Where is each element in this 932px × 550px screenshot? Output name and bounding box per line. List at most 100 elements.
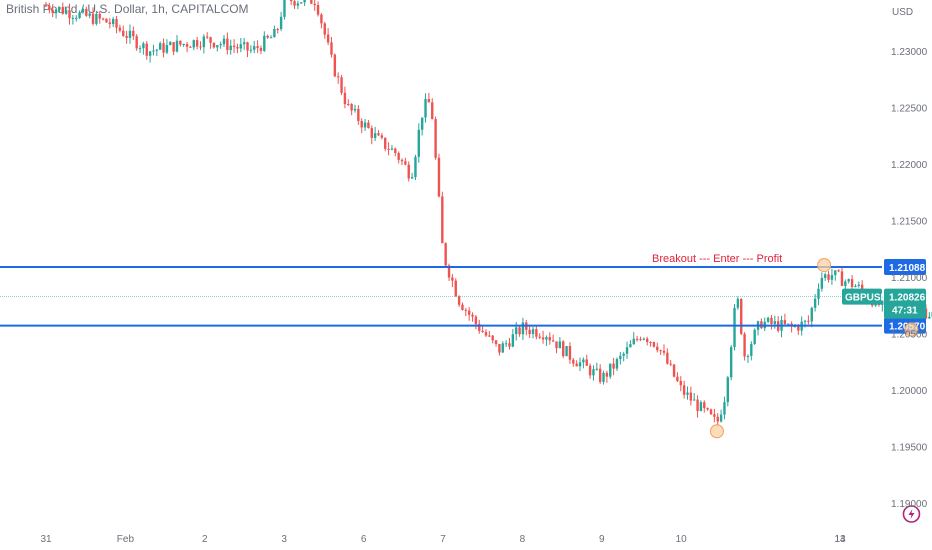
candle-body: [467, 310, 471, 315]
candle-body: [394, 148, 397, 154]
candle-body: [441, 196, 444, 244]
candle-body: [860, 284, 864, 291]
candle-body: [588, 365, 592, 376]
candle-body: [273, 29, 276, 38]
candle-body: [464, 309, 468, 311]
y-tick-label: 1.20500: [891, 329, 928, 340]
candle-body: [343, 92, 347, 105]
last-price-tag: [884, 288, 926, 319]
candle-body: [676, 376, 679, 381]
candle-body: [420, 117, 424, 130]
lightning-icon[interactable]: [902, 505, 921, 523]
candle-body: [810, 307, 813, 322]
candle-body: [373, 133, 377, 138]
candle-body: [91, 13, 95, 24]
candle-body: [585, 359, 588, 366]
candle-body: [850, 279, 854, 288]
candle-body: [797, 325, 800, 331]
level-price-tag: [884, 259, 926, 276]
candle-body: [357, 108, 360, 121]
x-tick-label: 3: [281, 534, 287, 545]
candle-body: [390, 148, 394, 150]
candle-body: [659, 350, 662, 352]
candle-body: [330, 42, 333, 55]
candle-body: [817, 288, 820, 299]
candle-body: [504, 343, 508, 345]
candle-body: [461, 304, 464, 310]
candle-body: [289, 0, 293, 2]
candle-body: [95, 13, 98, 24]
candle-body: [501, 343, 504, 353]
candle-body: [400, 159, 404, 162]
candle-body: [541, 337, 545, 340]
candle-body: [283, 0, 286, 17]
candle-body: [54, 9, 58, 14]
candle-body: [115, 19, 118, 28]
candle-body: [336, 76, 340, 78]
candle-body: [340, 77, 343, 93]
y-tick-label: 1.21000: [891, 273, 928, 284]
x-tick-label: 7: [440, 534, 446, 545]
candle-body: [101, 18, 105, 20]
candle-body: [682, 385, 686, 395]
candle-body: [404, 161, 407, 165]
candle-body: [185, 44, 189, 47]
candle-body: [313, 3, 316, 6]
candle-body: [545, 337, 548, 340]
candle-body: [397, 153, 400, 160]
candle-body: [538, 336, 541, 338]
candle-body: [743, 333, 746, 357]
x-tick-label: 2: [202, 534, 208, 545]
candle-body: [68, 10, 71, 19]
candle-body: [195, 40, 199, 47]
candle-body: [834, 270, 837, 276]
y-tick-label: 1.19500: [891, 443, 928, 454]
candle-body: [216, 45, 219, 48]
candle-body: [928, 316, 931, 319]
swing-point-marker: [904, 322, 919, 337]
candle-body: [384, 137, 387, 149]
candle-body: [679, 380, 682, 386]
candle-body: [98, 13, 101, 19]
candle-body: [649, 342, 652, 344]
x-tick-label: 8: [520, 534, 526, 545]
candle-body: [303, 0, 306, 3]
candle-body: [333, 54, 337, 77]
candle-body: [172, 42, 175, 52]
candle-body: [847, 279, 850, 282]
candle-body: [478, 324, 481, 331]
axis-layer: USD1.230001.225001.220001.215001.210001.…: [40, 7, 927, 545]
candle-body: [625, 347, 629, 354]
swing-point-marker: [709, 424, 724, 439]
candle-body: [699, 402, 703, 412]
y-tick-label: 1.22000: [891, 160, 928, 171]
candle-body: [508, 343, 511, 347]
candle-body: [844, 281, 847, 286]
lightning-glyph: [908, 509, 915, 519]
candle-body: [568, 346, 572, 360]
candle-body: [437, 157, 441, 197]
candle-body: [609, 363, 612, 377]
candle-body: [199, 46, 202, 48]
candle-body: [635, 338, 639, 340]
candle-body: [656, 346, 659, 351]
candle-body: [182, 44, 185, 46]
candle-body: [78, 12, 81, 18]
candle-body: [471, 314, 474, 317]
candle-body: [703, 402, 706, 409]
candle-body: [528, 329, 531, 335]
candle-body: [575, 363, 578, 367]
candle-body: [642, 338, 646, 340]
candle-body: [491, 335, 494, 341]
x-tick-label: Feb: [117, 534, 135, 545]
candle-body: [300, 2, 303, 4]
candle-body: [118, 27, 122, 31]
y-tick-label: 1.22500: [891, 103, 928, 114]
candle-body: [410, 177, 414, 179]
candle-body: [535, 329, 538, 337]
candle-body: [484, 332, 488, 336]
candle-body: [619, 355, 622, 359]
y-tick-label: 1.21500: [891, 216, 928, 227]
